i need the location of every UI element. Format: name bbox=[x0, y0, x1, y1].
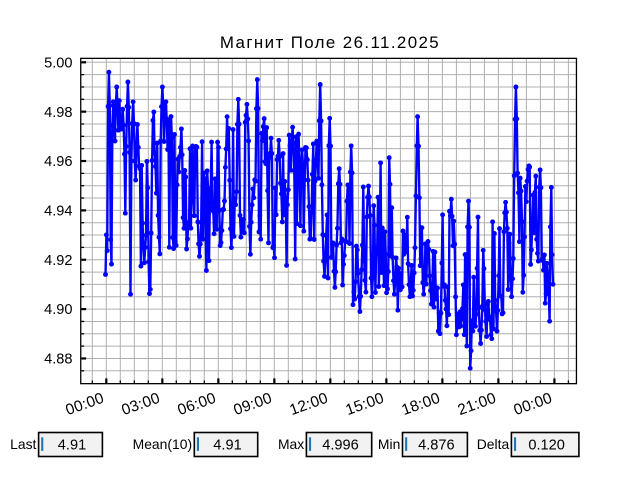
svg-text:0.120: 0.120 bbox=[528, 438, 565, 454]
svg-text:4.91: 4.91 bbox=[58, 438, 86, 454]
svg-text:4.88: 4.88 bbox=[44, 352, 72, 368]
svg-text:Max: Max bbox=[278, 436, 304, 452]
svg-text:Магнит Поле 26.11.2025: Магнит Поле 26.11.2025 bbox=[220, 33, 440, 52]
svg-text:Mean(10): Mean(10) bbox=[133, 436, 192, 452]
svg-text:4.96: 4.96 bbox=[44, 154, 72, 170]
svg-text:Min: Min bbox=[378, 436, 400, 452]
svg-text:Delta: Delta bbox=[477, 436, 510, 452]
svg-text:4.94: 4.94 bbox=[44, 204, 72, 220]
svg-text:Last: Last bbox=[10, 436, 36, 452]
svg-text:4.996: 4.996 bbox=[322, 438, 359, 454]
svg-text:4.92: 4.92 bbox=[44, 253, 72, 269]
svg-text:4.98: 4.98 bbox=[44, 105, 72, 121]
svg-text:4.91: 4.91 bbox=[213, 438, 241, 454]
svg-text:5.00: 5.00 bbox=[44, 55, 72, 71]
svg-text:4.90: 4.90 bbox=[44, 302, 72, 318]
svg-text:4.876: 4.876 bbox=[418, 438, 455, 454]
